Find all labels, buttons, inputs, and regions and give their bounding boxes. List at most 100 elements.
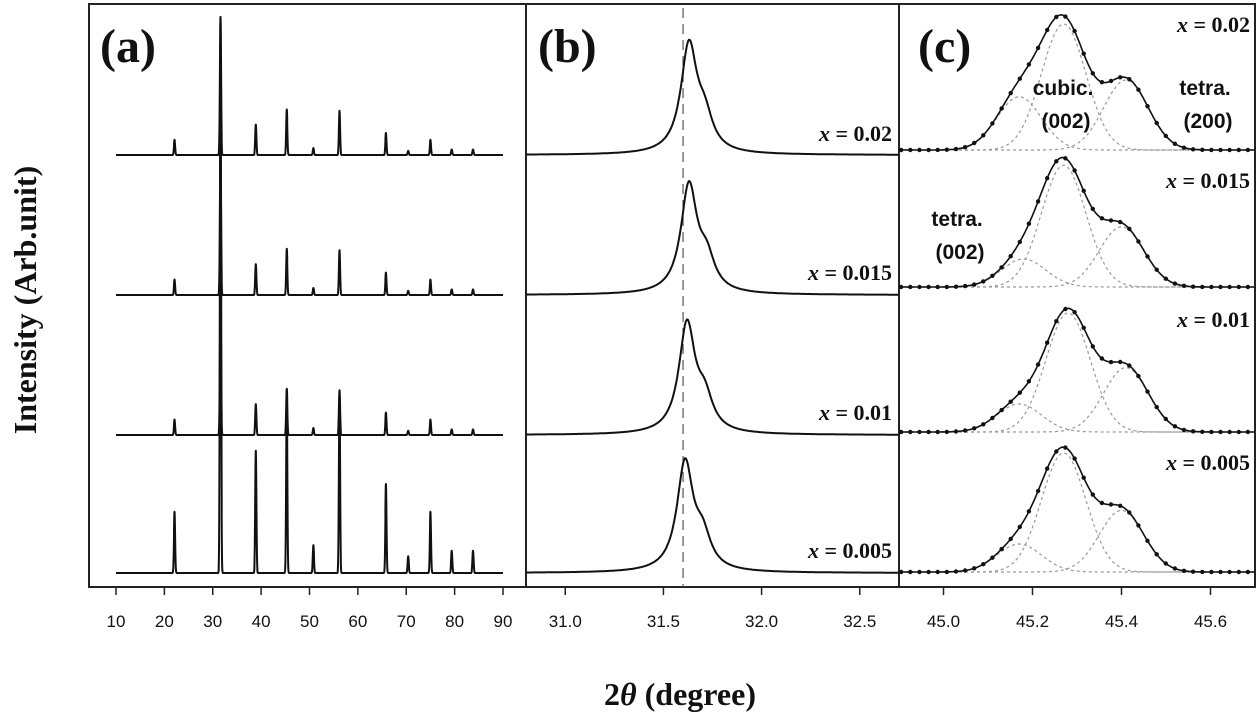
panel-c-point [1008,90,1013,96]
panel-c-point [1209,429,1214,435]
panel-c-point [1227,429,1232,435]
annotation-cubic-002: cubic. (002) [1033,77,1100,133]
panel-c-point [944,284,949,290]
panel-c-point [1099,356,1105,361]
panel-b-series-label: x = 0.015 [807,260,892,285]
panel-c-point [1108,218,1114,223]
panel-c-point [944,147,949,152]
panel-c-point [1118,503,1123,508]
panel-c-point [1181,427,1187,433]
panel-c-point [1190,284,1196,289]
annotation-tetra-200: tetra. (200) [1179,77,1236,133]
x-axis-title-symbol: θ [620,676,637,712]
panel-c-point [1072,28,1077,34]
panel-c-point [1045,340,1050,345]
panel-c-point [1035,199,1041,204]
panel-c-point [935,429,940,435]
panel-c-point [1190,569,1196,574]
panel-b-ticks: 31.0 31.5 32.0 32.5 [549,587,876,631]
panel-c-point [1035,488,1041,494]
panel-c-point [1227,569,1232,575]
panel-c-point [935,284,940,290]
panel-c-point [981,133,986,138]
panel-c-point [972,140,977,146]
panel-c-point [1127,226,1132,231]
panel-a-traces [115,16,504,574]
panel-c-point [944,429,949,435]
panel-c-point [1035,45,1041,51]
panel-c-point [953,146,959,152]
panel-c-point [917,284,922,290]
panel-a-tick-label: 10 [107,612,126,631]
panel-c-point [1108,502,1114,507]
panel-a-tick-label: 70 [397,612,416,631]
panel-c-point [908,284,913,290]
panel-c-point [1081,51,1086,56]
panel-c-point [899,284,904,290]
panel-c-point [1200,569,1205,575]
panel-c-point [1163,416,1169,422]
panel-c-point [1236,569,1242,575]
panel-b-label: (b) [538,20,597,73]
panel-b-tick-label: 32.5 [843,612,876,631]
panel-c-point [1190,147,1196,152]
panel-c-point [1045,27,1050,33]
panel-c-component [899,403,1255,433]
panel-c-traces [899,13,1255,575]
panel-c-point [1127,510,1132,515]
panel-a-trace [115,16,504,156]
annotation-tetra-002: tetra. (002) [931,208,988,264]
panel-c-point [1172,424,1178,429]
panel-c-point [953,284,959,289]
panel-c-point [1136,239,1141,244]
panel-c-point [1236,429,1242,435]
panel-a-trace [115,16,504,574]
panel-a-tick-label: 80 [445,612,464,631]
panel-c-point [1090,492,1096,497]
panel-c-point [972,426,977,431]
panel-c-point [935,569,940,575]
panel-c-point [1118,359,1123,365]
panel-a-tick-label: 90 [494,612,513,631]
panel-c-point [972,566,977,571]
panel-c-point [1118,219,1123,225]
panel-c: 45.0 45.2 45.4 45.6 (c) x = 0.02 x = 0.015 … [898,3,1256,631]
panel-c-tick-label: 45.2 [1016,612,1049,631]
panel-c-point [1154,120,1159,126]
panel-c-point [926,147,931,153]
panel-c-point [908,429,913,435]
panel-c-point [1181,568,1187,573]
panel-c-annotations: cubic. (002) tetra. (200) tetra. (002) [931,77,1236,264]
panel-b-series-labels: x = 0.02 x = 0.015 x = 0.01 x = 0.005 [807,121,892,563]
panel-c-series-label: x = 0.01 [1176,307,1250,332]
panel-c-point [1245,569,1251,575]
panel-c-point [899,569,904,575]
panel-c-point [990,273,995,278]
panel-c-point [1172,281,1178,286]
panel-c-ticks: 45.0 45.2 45.4 45.6 [927,587,1227,631]
panel-c-point [1108,359,1114,365]
panel-c-point [1081,475,1086,480]
panel-a-tick-label: 20 [155,612,174,631]
panel-c-point [1099,216,1105,221]
panel-c-point [1190,429,1196,434]
panel-b: 31.0 31.5 32.0 32.5 (b) x = 0.02 x = 0.015 … [525,3,900,631]
panel-b-trace [526,180,898,296]
panel-c-series-label: x = 0.005 [1165,450,1250,475]
panel-c-component [899,509,1255,573]
panel-c-point [917,147,922,153]
panel-c-point [1200,284,1205,290]
panel-c-point [1099,80,1105,85]
panel-c-point [1218,429,1223,435]
panel-c-point [1026,379,1032,384]
panel-c-fit [899,307,1255,433]
panel-c-point [1200,147,1205,152]
panel-c-point [1181,145,1187,150]
x-axis-title-prefix: 2 [604,676,620,712]
panel-c-point [899,147,904,153]
panel-c-fit [899,156,1255,288]
panel-c-point [1245,147,1251,153]
panel-c-point [953,429,959,434]
panel-c-point [1072,168,1077,173]
panel-c-point [908,569,913,575]
